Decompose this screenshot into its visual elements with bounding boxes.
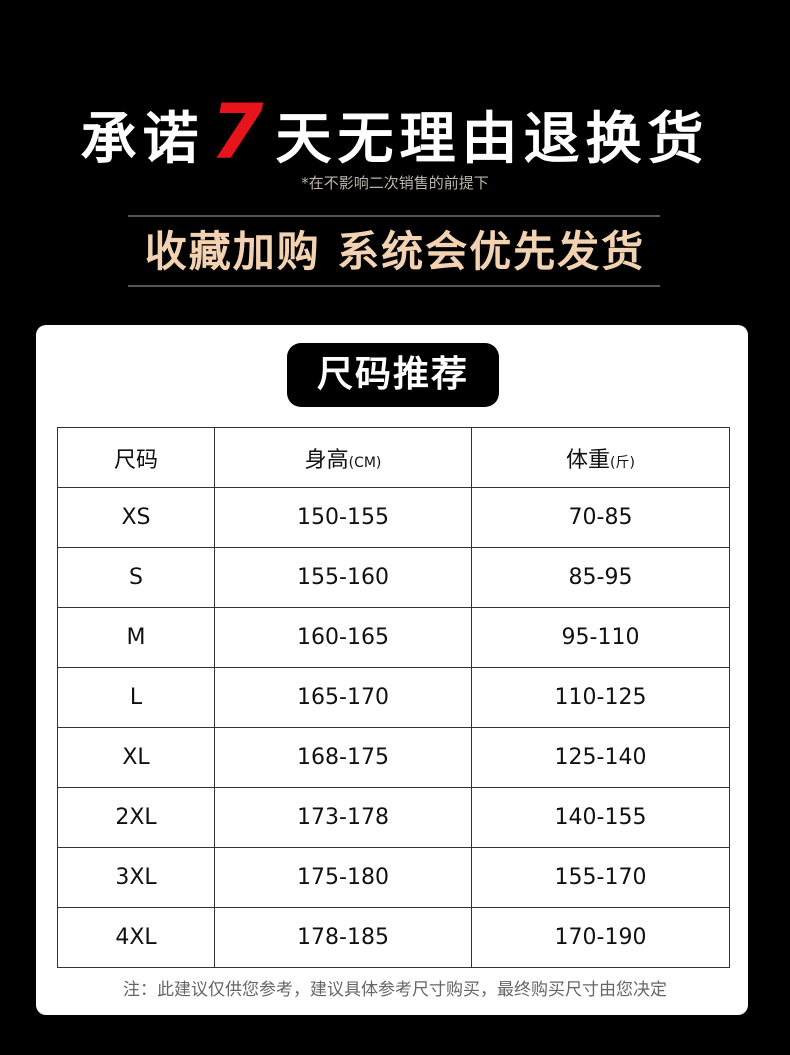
divider	[128, 215, 660, 217]
headline-subtitle: *在不影响二次销售的前提下	[301, 174, 489, 192]
height-cell: 155-160	[214, 547, 472, 608]
headline-suffix: 天无理由退换货	[275, 107, 710, 172]
header-size: 尺码	[57, 427, 215, 488]
height-cell: 178-185	[214, 907, 472, 968]
size-cell: 2XL	[57, 787, 215, 848]
weight-cell: 140-155	[471, 787, 730, 848]
size-chart-title: 尺码推荐	[287, 343, 499, 407]
weight-cell: 95-110	[471, 607, 730, 668]
return-policy-headline: 承诺7 天无理由退换货	[0, 92, 790, 180]
height-cell: 173-178	[214, 787, 472, 848]
headline-prefix: 承诺	[80, 107, 205, 172]
height-cell: 168-175	[214, 727, 472, 788]
table-row: 2XL 173-178 140-155	[57, 787, 730, 848]
divider	[128, 285, 660, 287]
size-cell: L	[57, 667, 215, 728]
size-cell: M	[57, 607, 215, 668]
table-row: XS 150-155 70-85	[57, 487, 730, 548]
table-row: M 160-165 95-110	[57, 607, 730, 668]
table-header-row: 尺码 身高(CM) 体重(斤)	[57, 427, 730, 488]
headline-number: 7	[210, 87, 270, 176]
weight-cell: 110-125	[471, 667, 730, 728]
size-cell: XL	[57, 727, 215, 788]
weight-cell: 170-190	[471, 907, 730, 968]
header-weight: 体重(斤)	[471, 427, 730, 488]
weight-cell: 155-170	[471, 847, 730, 908]
table-row: 4XL 178-185 170-190	[57, 907, 730, 968]
size-cell: S	[57, 547, 215, 608]
size-cell: XS	[57, 487, 215, 548]
weight-cell: 70-85	[471, 487, 730, 548]
height-cell: 175-180	[214, 847, 472, 908]
weight-cell: 85-95	[471, 547, 730, 608]
table-row: 3XL 175-180 155-170	[57, 847, 730, 908]
height-cell: 165-170	[214, 667, 472, 728]
table-row: XL 168-175 125-140	[57, 727, 730, 788]
table-row: L 165-170 110-125	[57, 667, 730, 728]
height-cell: 160-165	[214, 607, 472, 668]
size-cell: 4XL	[57, 907, 215, 968]
header-height: 身高(CM)	[214, 427, 472, 488]
height-cell: 150-155	[214, 487, 472, 548]
table-row: S 155-160 85-95	[57, 547, 730, 608]
weight-cell: 125-140	[471, 727, 730, 788]
size-note: 注：此建议仅供您参考，建议具体参考尺寸购买，最终购买尺寸由您决定	[123, 980, 667, 1000]
promo-text: 收藏加购 系统会优先发货	[144, 227, 646, 276]
size-table: 尺码 身高(CM) 体重(斤) XS 150-155 70-85 S 155-160 85…	[57, 427, 730, 968]
size-cell: 3XL	[57, 847, 215, 908]
